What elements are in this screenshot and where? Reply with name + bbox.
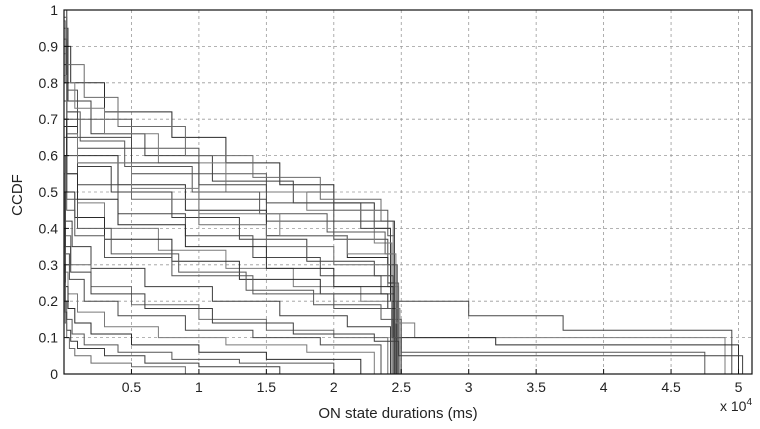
tick-group: 0.5 1 1.5 2 2.5 3 3.5 4 4.5 5 0 0.1 0.2 0.3 0.4 0.5 0.6 0… xyxy=(39,2,743,395)
x-tick-label: 1 xyxy=(195,379,203,395)
ccdf-series-line xyxy=(64,20,401,374)
x-tick-label: 1.5 xyxy=(257,379,277,395)
ccdf-series-line xyxy=(64,173,389,374)
y-tick-label: 0.3 xyxy=(39,257,59,273)
ccdf-series-line xyxy=(64,136,394,374)
ccdf-series-line xyxy=(64,209,375,374)
x-tick-label: 3.5 xyxy=(526,379,546,395)
ccdf-series-line xyxy=(64,191,744,374)
ccdf-series-line xyxy=(64,264,281,374)
ccdf-series-line xyxy=(64,45,733,374)
y-tick-label: 0.7 xyxy=(39,111,59,127)
x-tick-label: 2.5 xyxy=(392,379,412,395)
x-multiplier-exponent: 4 xyxy=(746,397,752,408)
y-tick-label: 0.2 xyxy=(39,293,59,309)
y-axis-label: CCDF xyxy=(9,174,26,216)
y-tick-label: 0.1 xyxy=(39,330,59,346)
x-multiplier-base: x 10 xyxy=(720,398,747,414)
x-axis-label: ON state durations (ms) xyxy=(318,405,477,422)
ccdf-series-line xyxy=(64,82,394,374)
x-multiplier: x 104 xyxy=(720,397,752,414)
x-tick-label: 4.5 xyxy=(661,379,681,395)
x-tick-label: 5 xyxy=(735,379,743,395)
y-tick-label: 0.4 xyxy=(39,220,59,236)
x-tick-label: 3 xyxy=(465,379,473,395)
ccdf-series-line xyxy=(64,227,362,374)
ccdf-series-line xyxy=(64,282,186,374)
series-group xyxy=(64,9,744,374)
y-tick-label: 1 xyxy=(50,2,58,18)
x-tick-label: 0.5 xyxy=(122,379,142,395)
y-tick-label: 0.5 xyxy=(39,184,59,200)
ccdf-series-line xyxy=(64,118,739,374)
x-tick-label: 4 xyxy=(600,379,608,395)
y-tick-label: 0.8 xyxy=(39,75,59,91)
ccdf-series-line xyxy=(64,191,382,374)
y-tick-label: 0.9 xyxy=(39,38,59,54)
y-tick-label: 0.6 xyxy=(39,148,59,164)
ccdf-series-line xyxy=(64,75,726,374)
y-tick-label: 0 xyxy=(50,366,58,382)
x-tick-label: 2 xyxy=(330,379,338,395)
ccdf-series-line xyxy=(64,155,706,374)
ccdf-series-line xyxy=(64,155,391,374)
ccdf-series-line xyxy=(64,27,397,374)
